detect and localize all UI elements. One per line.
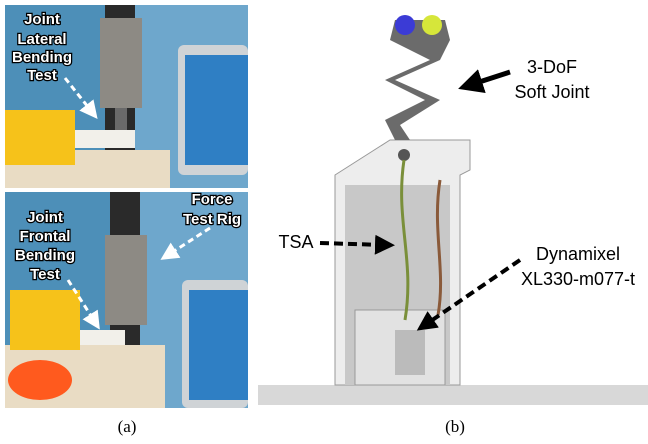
annotation: XL330-m077-t xyxy=(521,269,635,289)
annotation: Bending xyxy=(12,49,72,66)
annotation: Joint xyxy=(24,11,60,28)
annotation: Dynamixel xyxy=(536,244,620,264)
annotation: Force xyxy=(192,191,233,208)
cad-render xyxy=(258,15,648,405)
annotation: Bending xyxy=(15,247,75,264)
annotation: Test xyxy=(30,266,60,283)
figure: Joint Lateral Bending Test Joint Frontal… xyxy=(0,0,648,439)
page: Joint Lateral Bending Test Joint Frontal… xyxy=(0,0,648,439)
annotation: Lateral xyxy=(17,31,66,48)
annotation: Test Rig xyxy=(183,211,241,228)
annotation: TSA xyxy=(278,232,313,252)
annotation: Test xyxy=(27,67,57,84)
annotation: 3-DoF xyxy=(527,57,577,77)
annotation: Frontal xyxy=(20,228,71,245)
annotation: Joint xyxy=(27,209,63,226)
panel-label: (a) xyxy=(118,417,137,436)
panel-label: (b) xyxy=(445,417,465,436)
annotation: Soft Joint xyxy=(514,82,589,102)
